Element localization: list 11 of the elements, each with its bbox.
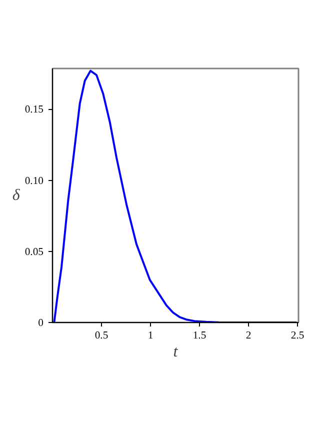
y-tick-label: 0.10 [24,176,44,187]
y-tick-label: 0 [38,318,44,329]
y-tick-label: 0.15 [24,104,44,116]
x-tick-label: 0.5 [94,330,108,342]
y-tick-label: 0.05 [24,246,44,258]
y-axis-title: δ [12,187,20,204]
x-axis-title: t [173,344,178,360]
x-tick-label: 2.5 [290,330,304,342]
x-tick-label: 1 [148,330,154,342]
x-tick-label: 2 [246,330,252,342]
x-tick-label: 1.5 [192,330,206,342]
